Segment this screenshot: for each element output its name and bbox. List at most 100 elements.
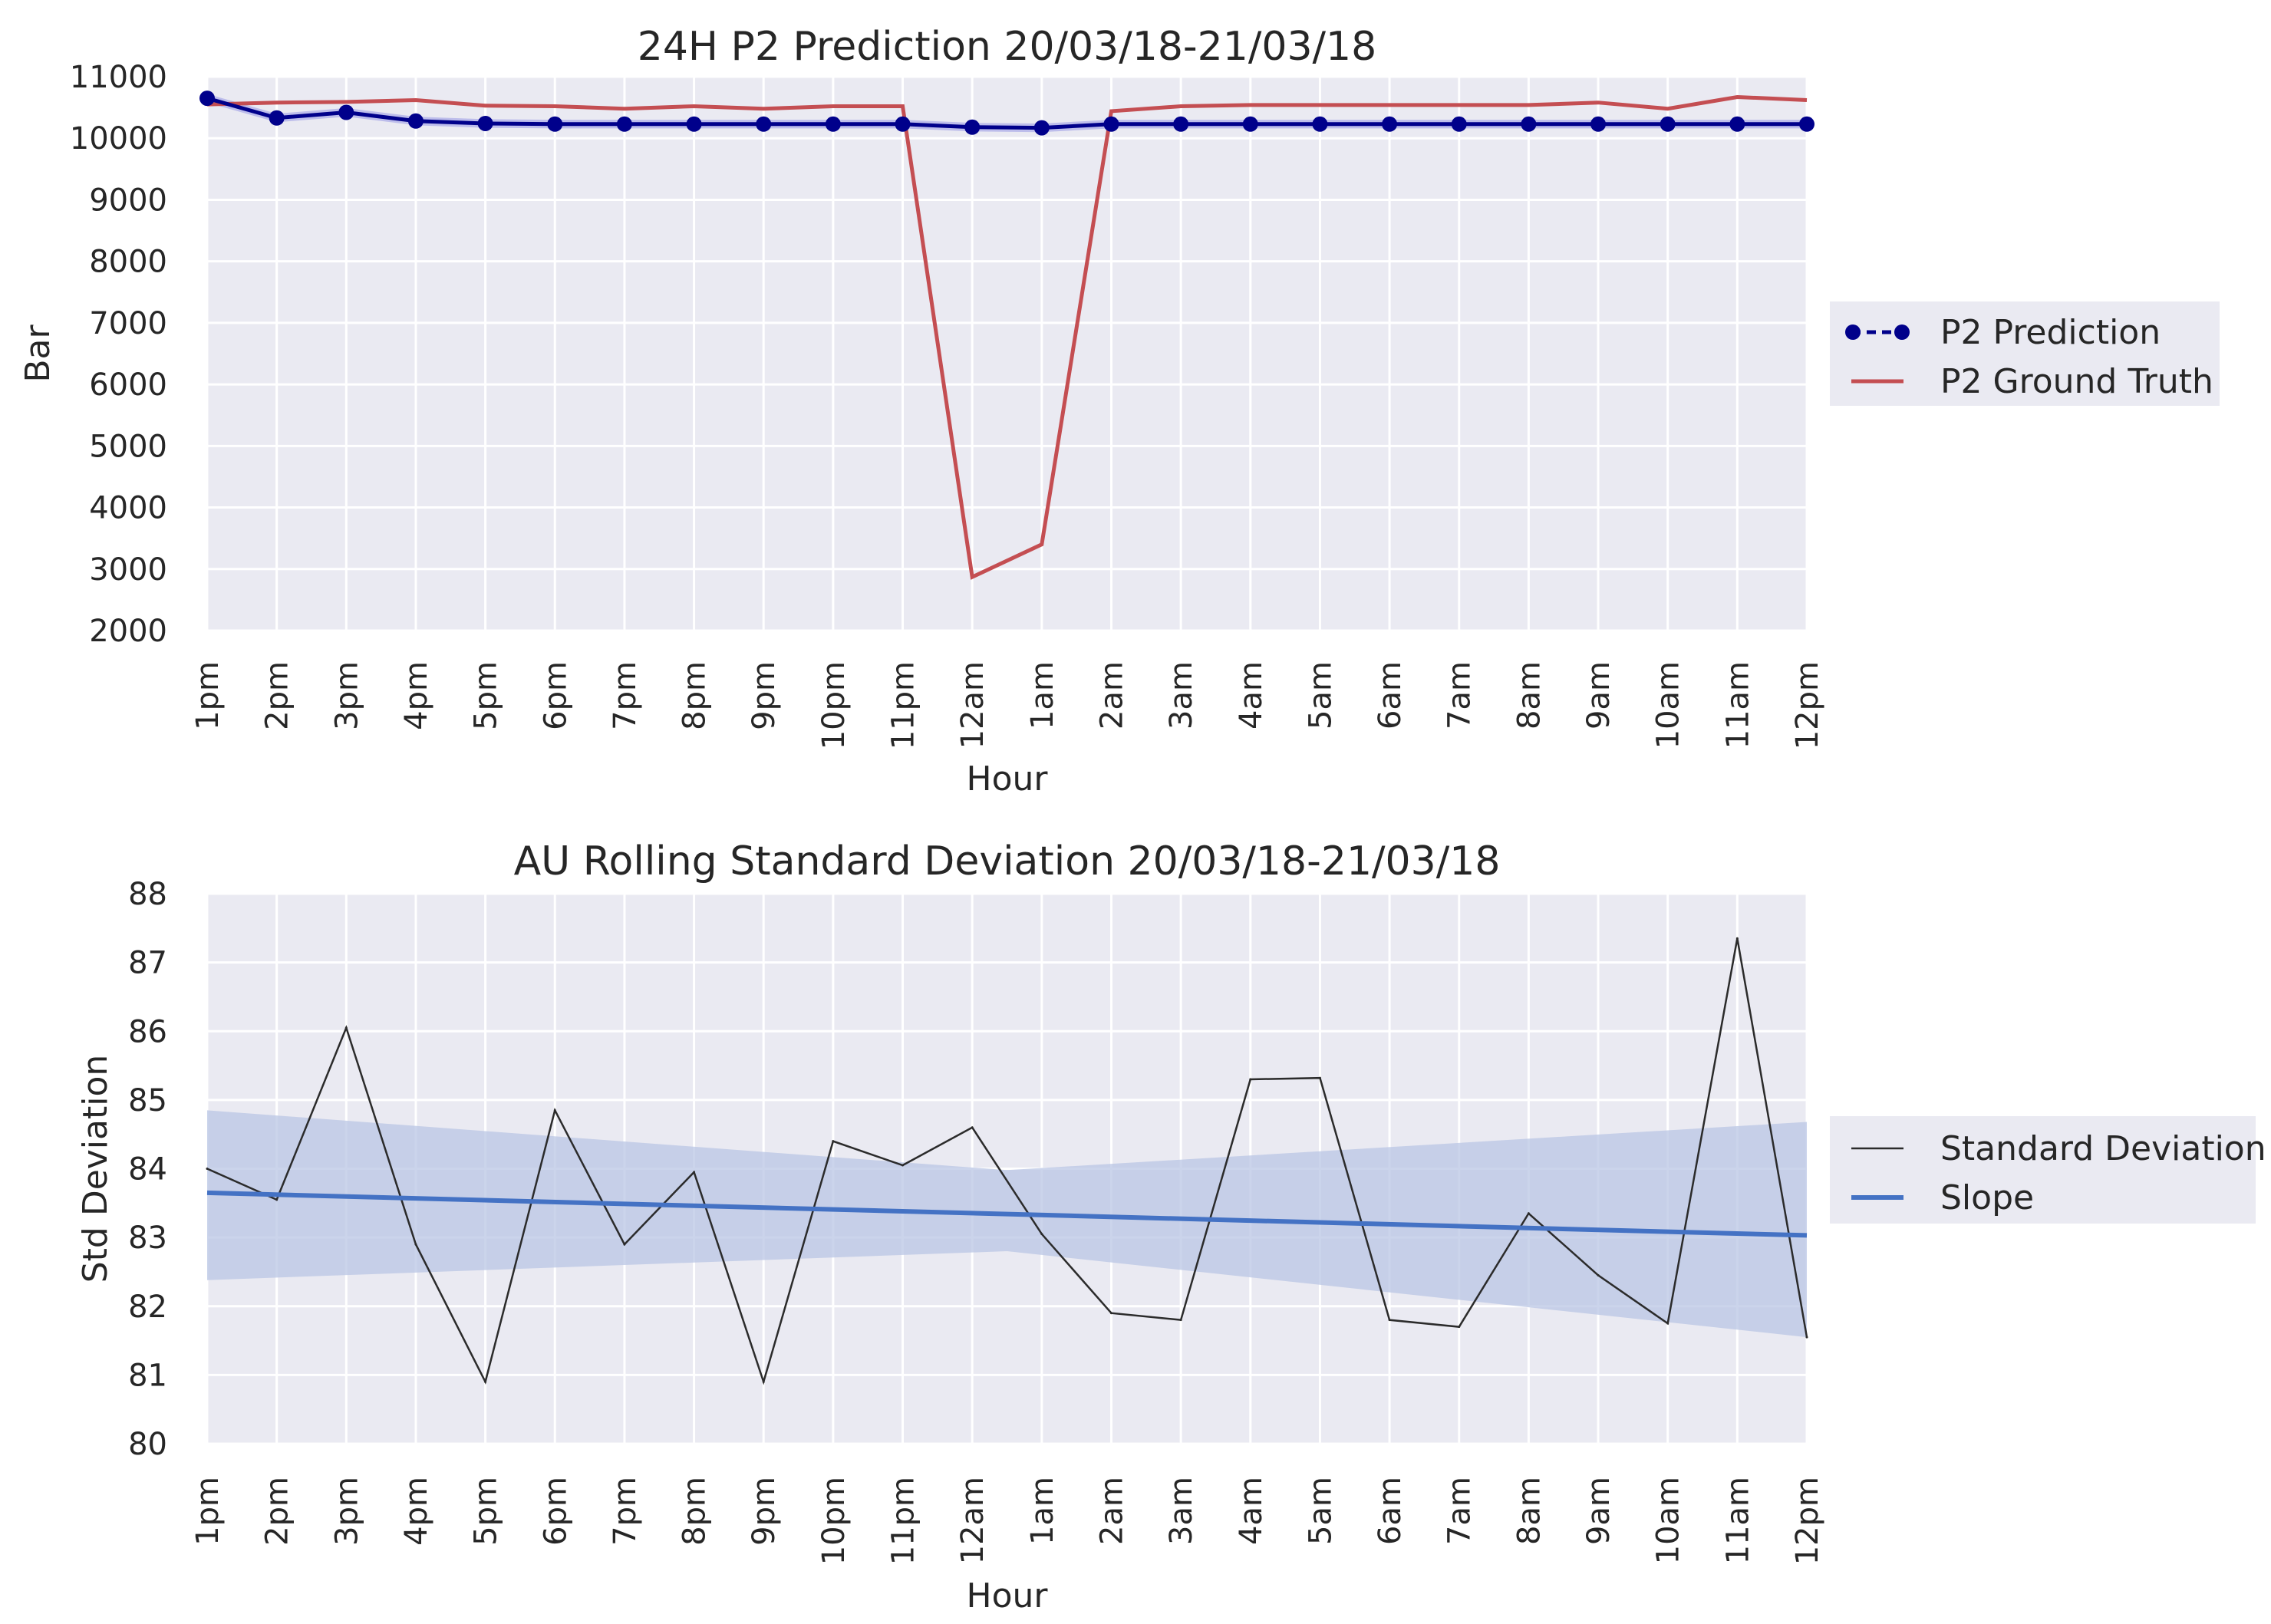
prediction-point (1521, 116, 1537, 132)
std-deviation-point (484, 1380, 487, 1383)
x-tick-label: 6pm (538, 1477, 573, 1546)
x-tick-label: 5pm (469, 661, 504, 730)
x-tick-label: 9am (1581, 1477, 1617, 1545)
x-tick-label: 10am (1651, 661, 1686, 749)
x-tick-label: 2pm (260, 1477, 295, 1546)
prediction-point (477, 115, 493, 131)
x-tick-label: 11pm (886, 1477, 921, 1565)
prediction-point (964, 119, 981, 135)
x-tick-label: 4am (1234, 1477, 1269, 1545)
prediction-point (1451, 116, 1467, 132)
prediction-point (407, 113, 424, 129)
y-tick-label: 80 (128, 1427, 167, 1462)
y-tick-label: 2000 (89, 614, 167, 649)
prediction-point (895, 116, 911, 132)
legend-label-prediction: P2 Prediction (1940, 313, 2161, 352)
x-tick-label: 12am (955, 1477, 990, 1564)
y-tick-label: 6000 (89, 367, 167, 403)
prediction-line (206, 96, 1807, 130)
x-axis-label: Hour (967, 759, 1049, 799)
std-deviation-point (1109, 1312, 1112, 1315)
x-tick-label: 6am (1373, 1477, 1408, 1545)
y-tick-label: 7000 (89, 306, 167, 341)
prediction-point (825, 116, 841, 132)
y-axis-label: Bar (18, 324, 58, 382)
y-tick-label: 81 (128, 1358, 167, 1393)
x-tick-label: 3am (1164, 1477, 1199, 1545)
x-tick-label: 2pm (260, 661, 295, 730)
y-tick-label: 11000 (70, 60, 167, 95)
x-tick-label: 8am (1511, 1477, 1547, 1545)
std-deviation-point (1805, 1336, 1808, 1339)
std-deviation-point (971, 1126, 974, 1129)
x-tick-label: 6am (1373, 661, 1408, 730)
prediction-point (199, 91, 215, 107)
legend-box (1830, 301, 2220, 406)
prediction-point (1799, 116, 1814, 132)
std-deviation-point (275, 1198, 279, 1201)
x-tick-label: 12am (955, 661, 990, 749)
std-deviation-point (1040, 1233, 1043, 1236)
std-deviation-point (1735, 937, 1739, 940)
prediction-point (1729, 116, 1745, 132)
prediction-point (1173, 116, 1189, 132)
prediction-point (1590, 116, 1607, 132)
x-tick-label: 8am (1511, 661, 1547, 730)
x-tick-label: 1am (1025, 1477, 1060, 1545)
x-tick-label: 9pm (747, 661, 782, 730)
std-deviation-point (1249, 1078, 1252, 1081)
x-tick-label: 8pm (677, 661, 713, 730)
prediction-point (1382, 116, 1398, 132)
x-tick-label: 4am (1234, 661, 1269, 730)
x-tick-label: 8pm (677, 1477, 713, 1546)
prediction-point (338, 104, 354, 120)
x-tick-label: 12pm (1790, 1477, 1825, 1565)
chart-p2-prediction: 2000 3000 4000 5000 6000 7000 8000 9000 10000 110… (18, 24, 2220, 799)
slope-line (206, 1190, 1808, 1238)
prediction-point (616, 116, 632, 132)
y-tick-label: 88 (128, 877, 167, 912)
std-deviation-point (1458, 1326, 1461, 1329)
x-tick-label: 7am (1442, 1477, 1478, 1545)
x-tick-label: 1am (1025, 661, 1060, 730)
x-tick-label: 3pm (329, 661, 364, 730)
x-tick-label: 6pm (538, 661, 573, 730)
legend-label-slope: Slope (1940, 1178, 2034, 1217)
y-tick-label: 9000 (89, 183, 167, 218)
legend-marker-prediction (1894, 324, 1910, 340)
x-tick-label: 9pm (747, 1477, 782, 1546)
std-deviation-point (693, 1171, 696, 1174)
legend-label-ground-truth: P2 Ground Truth (1940, 362, 2213, 401)
chart-title: 24H P2 Prediction 20/03/18-21/03/18 (638, 24, 1376, 70)
x-tick-label: 11pm (886, 661, 921, 749)
prediction-point (756, 116, 772, 132)
std-deviation-point (1527, 1212, 1530, 1215)
x-tick-label: 7pm (608, 1477, 643, 1546)
prediction-point (1312, 116, 1328, 132)
x-tick-label: 11am (1720, 661, 1755, 749)
prediction-point (1033, 120, 1050, 136)
std-deviation-point (623, 1243, 626, 1246)
x-tick-label: 4pm (399, 661, 434, 730)
x-tick-label: 7pm (608, 661, 643, 730)
prediction-point (686, 116, 702, 132)
x-axis-label: Hour (967, 1576, 1049, 1616)
chart-title: AU Rolling Standard Deviation 20/03/18-2… (514, 838, 1501, 884)
x-tick-label: 4pm (399, 1477, 434, 1546)
std-deviation-point (832, 1140, 835, 1143)
x-tick-label: 5pm (469, 1477, 504, 1546)
x-tick-label: 1pm (190, 661, 226, 730)
std-deviation-line (206, 938, 1808, 1385)
x-tick-label: 11am (1720, 1477, 1755, 1564)
prediction-point (1242, 116, 1258, 132)
legend-marker-prediction (1845, 324, 1861, 340)
y-tick-label: 84 (128, 1152, 167, 1188)
y-tick-label: 82 (128, 1290, 167, 1325)
y-tick-label: 85 (128, 1083, 167, 1118)
y-tick-label: 87 (128, 946, 167, 981)
x-tick-label: 10am (1651, 1477, 1686, 1564)
x-tick-label: 10pm (816, 661, 852, 749)
std-deviation-point (553, 1108, 556, 1112)
x-tick-label: 3pm (329, 1477, 364, 1546)
